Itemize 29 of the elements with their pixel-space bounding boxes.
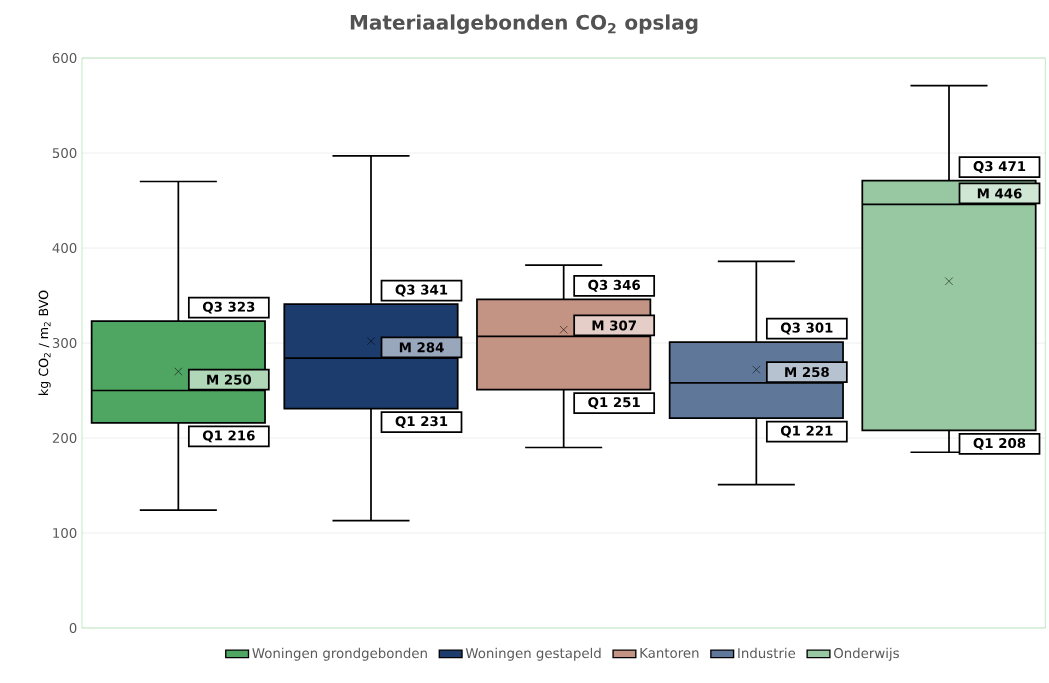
y-axis-title: kg CO$_{2}$ / m$_{2}$ BVO (38, 290, 51, 395)
chart-title: Materiaalgebonden CO$_{2}$ opslag (350, 14, 698, 34)
text: Q3 323 (202, 301, 255, 314)
y-tick-label: 200 (52, 432, 77, 444)
y-tick-label: 100 (53, 527, 77, 539)
y-tick-label: 0 (69, 622, 77, 634)
text: M 446 (977, 188, 1022, 199)
text: Q3 301 (780, 322, 833, 335)
text: Q1 208 (973, 438, 1026, 450)
text: Q1 231 (395, 416, 448, 428)
legend-label: Woningen grondgebonden (252, 647, 427, 661)
text: Q1 221 (780, 425, 833, 438)
text: Q3 346 (588, 279, 641, 292)
text: M 284 (399, 342, 444, 353)
text: M 258 (785, 366, 829, 378)
text: Q3 471 (973, 161, 1026, 173)
legend-label: Woningen gestapeld (465, 647, 601, 661)
text: Q3 341 (395, 284, 448, 297)
text: M 250 (207, 374, 252, 385)
legend-label: Kantoren (640, 648, 699, 658)
text: M 307 (592, 320, 636, 331)
text: Q1 216 (202, 430, 255, 443)
legend-label: Onderwijs (833, 647, 899, 661)
text: Q1 251 (588, 397, 640, 409)
y-tick-label: 300 (52, 337, 77, 349)
y-tick-label: 400 (52, 242, 77, 254)
legend-label: Industrie (738, 647, 796, 659)
y-tick-label: 500 (52, 147, 77, 159)
y-tick-label: 600 (52, 52, 77, 64)
